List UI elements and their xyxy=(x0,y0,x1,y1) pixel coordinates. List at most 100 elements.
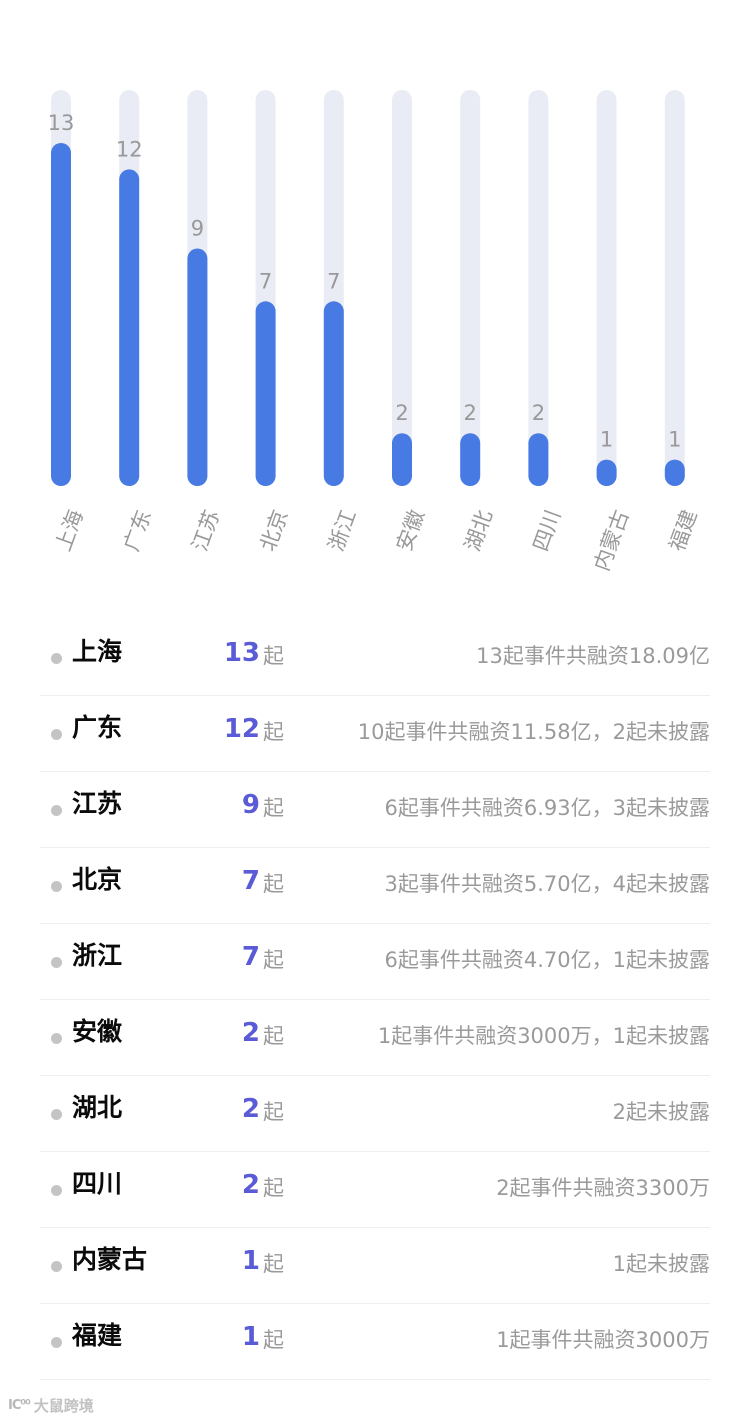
row-region: 上海 xyxy=(72,637,123,666)
category-label: 北京 xyxy=(256,507,293,555)
bar-value-label: 1 xyxy=(668,428,681,452)
row-count: 7 xyxy=(241,866,260,896)
stat-row: 广东 12 起 10起事件共融资11.58亿，2起未披露 xyxy=(40,696,710,772)
bullet-dot xyxy=(51,881,62,892)
bar-track xyxy=(664,90,685,486)
region-stat-list: 上海 13 起 13起事件共融资18.09亿 广东 12 起 10起事件共融资11.58亿，2… xyxy=(40,620,710,1380)
row-count-wrap: 12 xyxy=(190,716,260,742)
row-count: 2 xyxy=(241,1094,260,1124)
bullet-dot xyxy=(51,653,62,664)
bar xyxy=(460,433,481,486)
bullet-dot xyxy=(51,729,62,740)
row-unit: 起 xyxy=(263,1024,284,1048)
row-description: 13起事件共融资18.09亿 xyxy=(476,644,710,668)
bar xyxy=(51,143,71,486)
category-label: 江苏 xyxy=(187,507,224,555)
row-count: 1 xyxy=(241,1322,260,1352)
row-count-wrap: 7 xyxy=(190,868,260,894)
row-region: 四川 xyxy=(72,1169,123,1198)
row-description: 6起事件共融资4.70亿，1起未披露 xyxy=(384,948,710,972)
row-unit: 起 xyxy=(263,796,284,820)
stat-row: 北京 7 起 3起事件共融资5.70亿，4起未披露 xyxy=(40,848,710,924)
stat-row: 湖北 2 起 2起未披露 xyxy=(40,1076,710,1152)
row-count-wrap: 1 xyxy=(190,1248,260,1274)
row-count-wrap: 7 xyxy=(190,944,260,970)
row-description: 3起事件共融资5.70亿，4起未披露 xyxy=(384,872,710,896)
row-count: 9 xyxy=(241,790,260,820)
row-count: 2 xyxy=(241,1170,260,1200)
row-count: 2 xyxy=(241,1018,260,1048)
row-description: 6起事件共融资6.93亿，3起未披露 xyxy=(384,796,710,820)
row-region: 福建 xyxy=(72,1321,123,1350)
category-label: 内蒙古 xyxy=(589,507,633,574)
bar-value-label: 13 xyxy=(48,111,75,135)
category-label: 安徽 xyxy=(392,507,429,555)
bar-value-label: 9 xyxy=(191,217,204,241)
bullet-dot xyxy=(51,1033,62,1044)
row-region: 江苏 xyxy=(72,789,123,818)
watermark: IC⁰⁰ 大鼠跨境 xyxy=(8,1394,94,1416)
stat-row: 江苏 9 起 6起事件共融资6.93亿，3起未披露 xyxy=(40,772,710,848)
category-label: 福建 xyxy=(665,507,702,555)
row-description: 2起未披露 xyxy=(612,1100,710,1124)
bar xyxy=(255,301,276,486)
region-bar-chart: 13 上海 12 广东 9 江苏 7 北京 7 浙江 2 安徽 2 湖北 2 四川 1 内蒙古 1 福建 xyxy=(48,90,702,574)
row-description: 10起事件共融资11.58亿，2起未披露 xyxy=(357,720,710,744)
bullet-dot xyxy=(51,1185,62,1196)
row-description: 1起未披露 xyxy=(612,1252,710,1276)
row-unit: 起 xyxy=(263,644,284,668)
bar-track xyxy=(460,90,481,486)
bar-value-label: 7 xyxy=(259,269,272,293)
stat-row: 四川 2 起 2起事件共融资3300万 xyxy=(40,1152,710,1228)
row-unit: 起 xyxy=(263,872,284,896)
stat-row: 上海 13 起 13起事件共融资18.09亿 xyxy=(40,620,710,696)
category-label: 上海 xyxy=(51,507,88,555)
row-region: 广东 xyxy=(72,713,123,742)
bullet-dot xyxy=(51,805,62,816)
bullet-dot xyxy=(51,1109,62,1120)
bar-value-label: 2 xyxy=(395,401,408,425)
stat-row: 浙江 7 起 6起事件共融资4.70亿，1起未披露 xyxy=(40,924,710,1000)
bar-track xyxy=(528,90,549,486)
row-region: 湖北 xyxy=(72,1093,123,1122)
row-unit: 起 xyxy=(263,720,284,744)
bar-value-label: 7 xyxy=(327,269,340,293)
row-count-wrap: 13 xyxy=(190,640,260,666)
row-count: 7 xyxy=(241,942,260,972)
row-unit: 起 xyxy=(263,1100,284,1124)
row-region: 内蒙古 xyxy=(72,1245,148,1274)
bar xyxy=(528,433,549,486)
bar xyxy=(596,459,617,486)
bullet-dot xyxy=(51,1261,62,1272)
bar-track xyxy=(392,90,412,486)
row-count: 13 xyxy=(223,638,260,668)
row-description: 1起事件共融资3000万 xyxy=(496,1328,710,1352)
row-description: 1起事件共融资3000万，1起未披露 xyxy=(377,1024,710,1048)
bullet-dot xyxy=(51,1337,62,1348)
category-label: 浙江 xyxy=(324,507,361,555)
row-count-wrap: 1 xyxy=(190,1324,260,1350)
row-unit: 起 xyxy=(263,948,284,972)
category-label: 湖北 xyxy=(460,507,497,555)
bar-value-label: 2 xyxy=(464,401,477,425)
row-count-wrap: 2 xyxy=(190,1020,260,1046)
watermark-logo: IC⁰⁰ xyxy=(8,1397,31,1413)
stat-row: 安徽 2 起 1起事件共融资3000万，1起未披露 xyxy=(40,1000,710,1076)
stat-row: 福建 1 起 1起事件共融资3000万 xyxy=(40,1304,710,1380)
row-unit: 起 xyxy=(263,1176,284,1200)
category-label: 四川 xyxy=(528,507,565,555)
row-region: 安徽 xyxy=(72,1017,123,1046)
row-count: 12 xyxy=(223,714,260,744)
bar xyxy=(323,301,344,486)
row-description: 2起事件共融资3300万 xyxy=(496,1176,710,1200)
bar-value-label: 2 xyxy=(532,401,545,425)
watermark-text: 大鼠跨境 xyxy=(33,1396,94,1415)
bar-value-label: 1 xyxy=(600,428,613,452)
bar xyxy=(187,248,208,486)
bar xyxy=(392,433,412,486)
bar xyxy=(119,169,140,486)
bar-track xyxy=(596,90,617,486)
bullet-dot xyxy=(51,957,62,968)
row-unit: 起 xyxy=(263,1252,284,1276)
category-label: 广东 xyxy=(119,507,156,555)
